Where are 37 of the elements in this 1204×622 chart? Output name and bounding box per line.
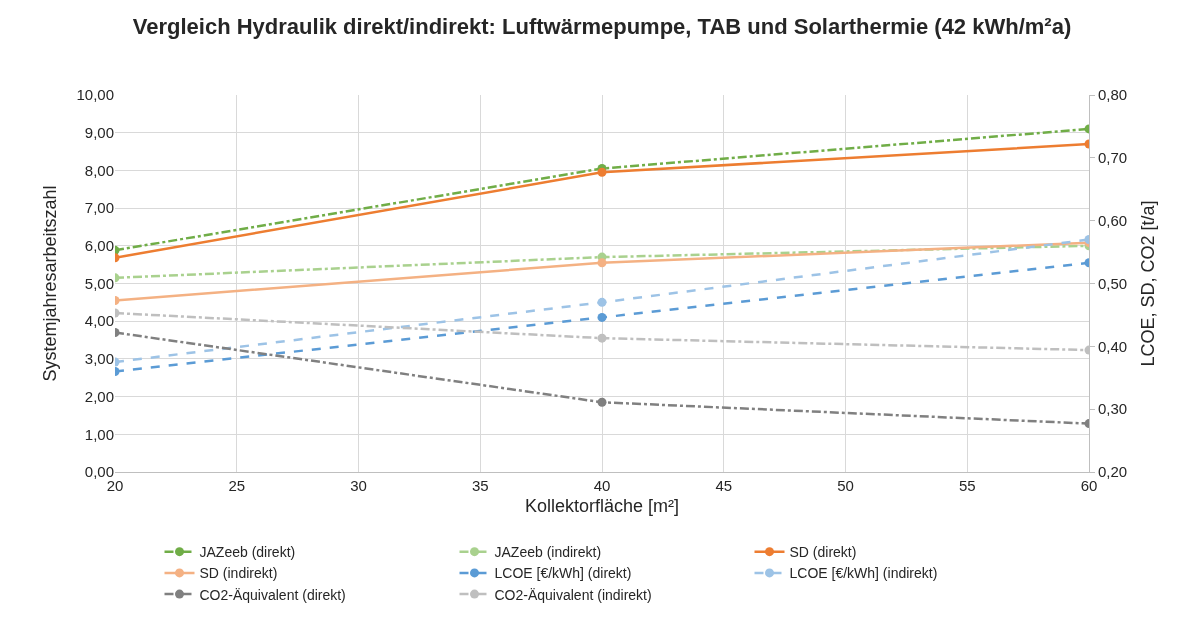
x-tick-label: 30: [350, 477, 367, 494]
legend-label: JAZeeb (indirekt): [494, 544, 602, 561]
y-tick-label: 8,00: [84, 161, 114, 179]
legend-label: CO2-Äquivalent (indirekt): [494, 586, 652, 603]
x-tick-label: 25: [228, 477, 246, 494]
x-axis-title: Kollektorfläche [m²]: [524, 496, 680, 517]
chart-title: Vergleich Hydraulik direkt/indirekt: Luftwärmepumpe, TAB und Solarthermie (42 kWh/m²a): [132, 14, 1072, 40]
y2-tick-label: 0,40: [1098, 337, 1128, 355]
legend-label: LCOE [€/kWh] (direkt): [494, 565, 632, 582]
y-tick-label: 7,00: [84, 199, 114, 217]
y-tick-label: 1,00: [84, 425, 114, 443]
x-tick-label: 35: [471, 477, 489, 494]
y2-tick-label: 0,60: [1098, 211, 1128, 229]
legend-label: CO2-Äquivalent (direkt): [199, 586, 346, 603]
y2-tick-label: 0,20: [1098, 463, 1128, 481]
y-tick-label: 9,00: [84, 123, 114, 141]
y2-tick-label: 0,50: [1098, 274, 1128, 292]
legend-label: LCOE [€/kWh] (indirekt): [789, 565, 938, 582]
legend-label: SD (indirekt): [199, 565, 278, 582]
y2-tick-label: 0,70: [1098, 149, 1128, 167]
y-tick-label: 6,00: [84, 237, 114, 255]
x-tick-label: 60: [1080, 477, 1098, 494]
y2-tick-label: 0,30: [1098, 400, 1128, 418]
y-tick-label: 4,00: [84, 312, 114, 330]
y-tick-label: 5,00: [84, 274, 114, 292]
x-tick-label: 55: [958, 477, 976, 494]
legend-label: JAZeeb (direkt): [199, 544, 296, 561]
y-tick-label: 2,00: [84, 387, 114, 405]
y2-tick-label: 0,80: [1098, 86, 1128, 104]
y-tick-label: 3,00: [84, 350, 114, 368]
x-tick-label: 45: [715, 477, 733, 494]
y-axis-title: Systemjahresarbeitszahl: [39, 185, 60, 382]
x-tick-label: 40: [593, 477, 611, 494]
legend-label: SD (direkt): [789, 544, 857, 561]
y2-axis-title: LCOE, SD, CO2 [t/a]: [1138, 200, 1159, 367]
y-tick-label: 10,00: [76, 86, 114, 104]
x-tick-label: 50: [837, 477, 854, 494]
